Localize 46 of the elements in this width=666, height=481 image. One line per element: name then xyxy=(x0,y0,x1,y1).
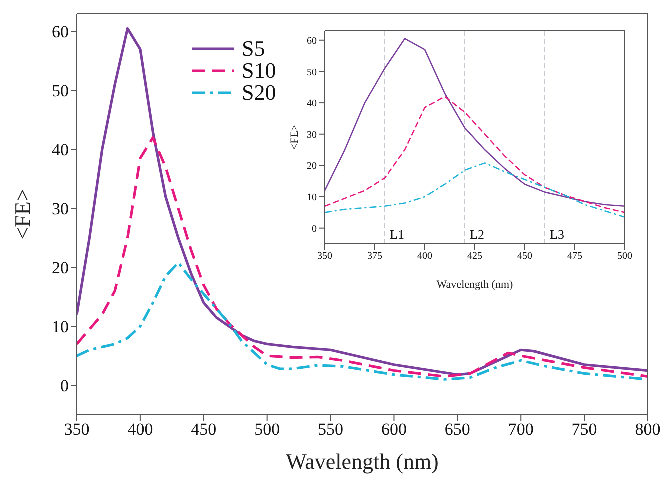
y-tick-label: 0 xyxy=(312,224,317,235)
line-series xyxy=(77,27,648,376)
x-tick-label: 700 xyxy=(508,420,534,440)
line-series xyxy=(77,262,648,381)
ref-line-label: L2 xyxy=(470,227,484,242)
legend-label: S10 xyxy=(242,58,276,83)
line-series xyxy=(325,38,625,208)
x-tick-label: 350 xyxy=(64,420,90,440)
y-tick-label: 0 xyxy=(60,376,69,396)
x-tick-label: 550 xyxy=(318,420,344,440)
y-tick-label: 40 xyxy=(307,98,317,110)
ref-line-label: L1 xyxy=(390,227,404,242)
x-tick-label: 600 xyxy=(381,420,407,440)
y-tick-label: 20 xyxy=(307,161,317,172)
x-tick-label: 500 xyxy=(618,251,632,262)
x-tick-label: 800 xyxy=(635,420,661,440)
x-tick-label: 375 xyxy=(368,251,382,262)
y-tick-label: 30 xyxy=(307,130,317,141)
x-tick-label: 400 xyxy=(128,420,154,440)
line-series xyxy=(325,96,625,214)
x-tick-label: 500 xyxy=(254,420,280,440)
ref-line-label: L3 xyxy=(550,227,564,242)
y-tick-label: 40 xyxy=(52,140,69,160)
x-axis-title: Wavelength (nm) xyxy=(286,449,439,474)
x-tick-label: 650 xyxy=(444,420,470,440)
x-tick-label: 400 xyxy=(418,251,432,262)
y-tick-label: 10 xyxy=(307,192,317,204)
y-tick-label: 10 xyxy=(52,318,69,337)
x-axis-title: Wavelength (nm) xyxy=(436,279,514,291)
x-tick-label: 425 xyxy=(468,251,482,262)
x-tick-label: 450 xyxy=(191,420,217,440)
legend-label: S5 xyxy=(242,36,266,61)
y-tick-label: 20 xyxy=(52,258,69,278)
y-tick-label: 60 xyxy=(52,22,69,42)
y-tick-label: 50 xyxy=(52,82,69,101)
y-tick-label: 60 xyxy=(307,36,317,47)
y-tick-label: 50 xyxy=(307,67,317,78)
x-tick-label: 750 xyxy=(572,420,598,440)
legend-label: S20 xyxy=(242,80,276,105)
y-axis-title: <FE> xyxy=(288,124,301,150)
y-axis-title: <FE> xyxy=(10,189,35,240)
y-tick-label: 30 xyxy=(52,200,69,219)
line-series xyxy=(325,162,625,218)
x-tick-label: 475 xyxy=(568,251,582,262)
x-tick-label: 450 xyxy=(518,251,532,262)
x-tick-label: 350 xyxy=(318,251,332,262)
